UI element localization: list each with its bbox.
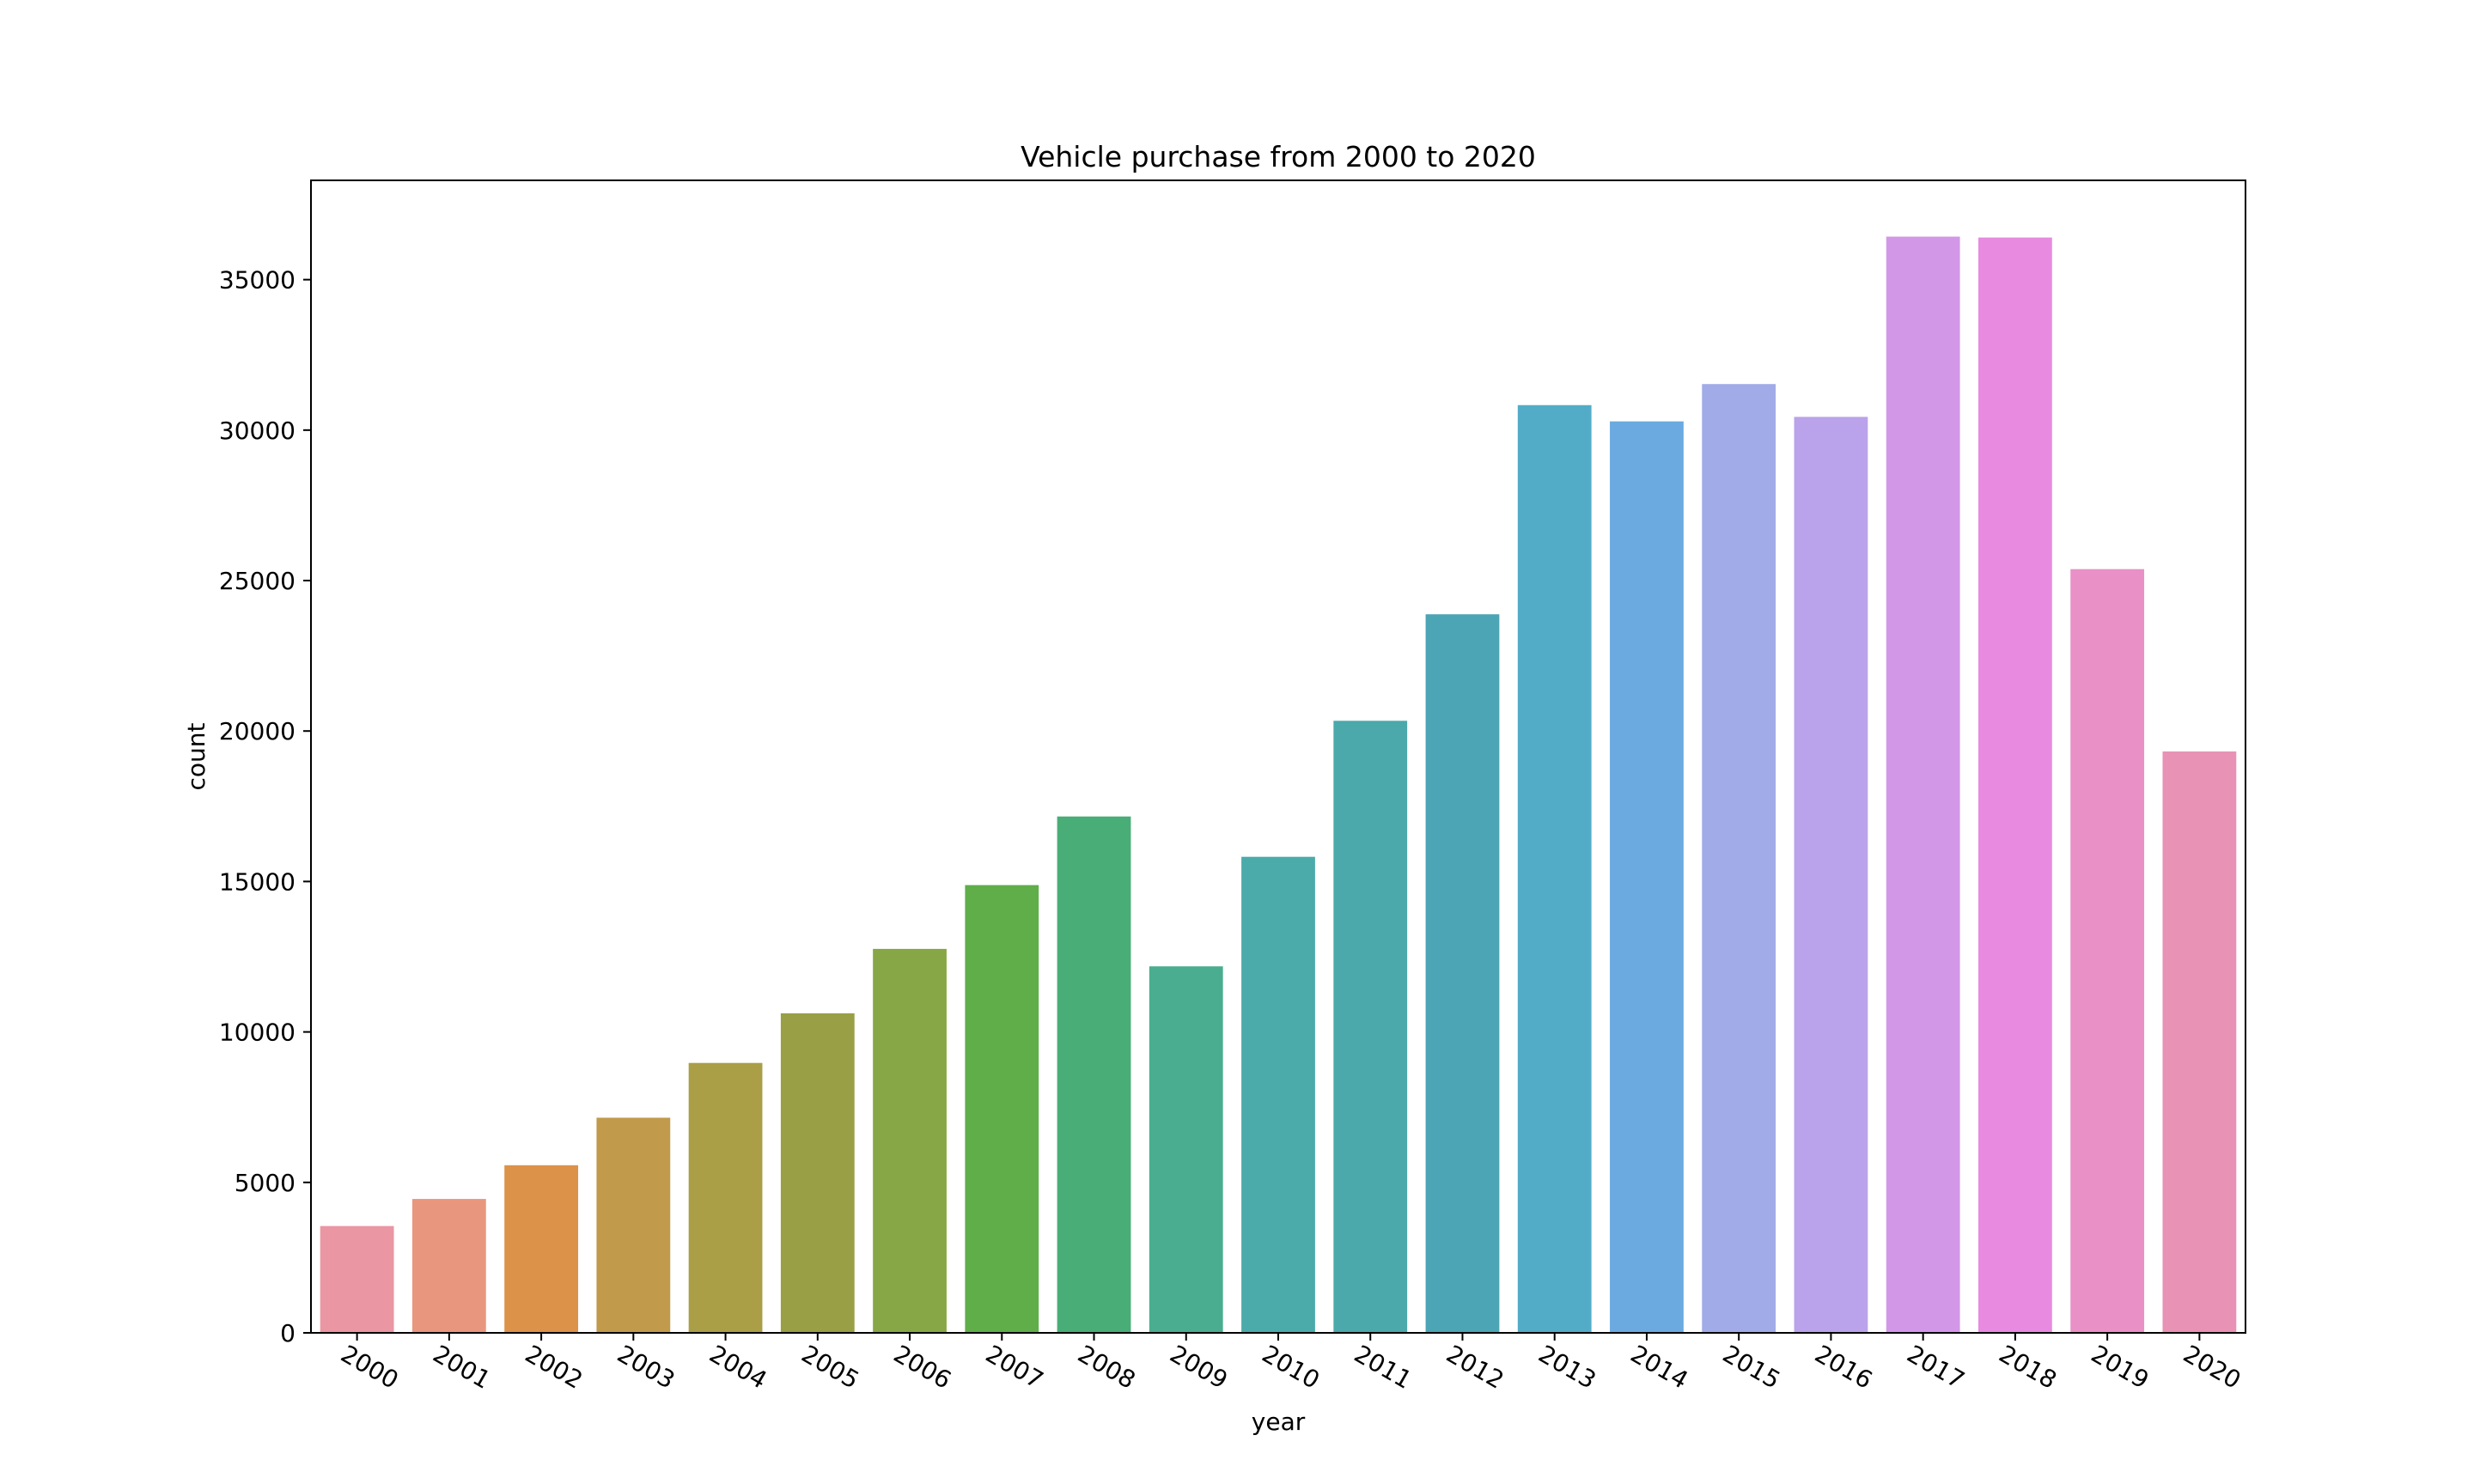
x-tick-label: 2016 — [1810, 1340, 1877, 1395]
x-tick-label: 2019 — [2087, 1340, 2154, 1395]
bar-2007 — [965, 885, 1039, 1333]
x-tick-label: 2004 — [704, 1340, 771, 1395]
x-tick-label: 2012 — [1441, 1340, 1508, 1395]
y-tick-label: 25000 — [219, 567, 296, 595]
x-tick-label: 2020 — [2178, 1340, 2245, 1395]
y-tick-label: 30000 — [219, 417, 296, 445]
chart-title: Vehicle purchase from 2000 to 2020 — [1021, 140, 1536, 173]
bar-2008 — [1057, 816, 1131, 1333]
y-tick-label: 20000 — [219, 717, 296, 745]
y-tick-label: 0 — [280, 1319, 296, 1347]
y-tick-label: 5000 — [235, 1169, 296, 1197]
bar-2004 — [688, 1062, 763, 1333]
bar-2005 — [780, 1013, 855, 1333]
x-tick-label: 2006 — [889, 1340, 956, 1395]
bars — [320, 236, 2237, 1334]
bar-2010 — [1241, 856, 1315, 1333]
y-axis-label: count — [182, 722, 210, 790]
bar-2002 — [504, 1165, 578, 1333]
x-tick-label: 2001 — [428, 1340, 495, 1395]
bar-2006 — [873, 948, 947, 1333]
bar-2015 — [1702, 384, 1776, 1334]
x-tick-label: 2015 — [1718, 1340, 1785, 1395]
x-tick-label: 2002 — [521, 1340, 588, 1395]
bar-2014 — [1610, 421, 1684, 1333]
x-axis-label: year — [1252, 1408, 1306, 1436]
bar-2016 — [1794, 417, 1868, 1333]
x-tick-label: 2008 — [1073, 1340, 1140, 1395]
bar-2011 — [1333, 721, 1408, 1333]
x-tick-label: 2017 — [1902, 1340, 1969, 1395]
x-tick-label: 2014 — [1626, 1340, 1693, 1395]
y-axis: 0 5000 10000 15000 20000 25000 30000 35000 — [219, 266, 311, 1347]
bar-2017 — [1886, 236, 1960, 1334]
bar-2019 — [2070, 569, 2145, 1333]
bar-2000 — [320, 1226, 394, 1333]
bar-2001 — [411, 1199, 486, 1333]
bar-2018 — [1978, 237, 2052, 1333]
bar-2003 — [596, 1117, 671, 1333]
x-tick-label: 2009 — [1165, 1340, 1232, 1395]
bar-2020 — [2162, 751, 2237, 1333]
x-tick-label: 2013 — [1533, 1340, 1600, 1395]
x-tick-label: 2018 — [1995, 1340, 2062, 1395]
x-tick-label: 2007 — [981, 1340, 1048, 1395]
bar-2012 — [1425, 614, 1500, 1333]
y-tick-label: 10000 — [219, 1019, 296, 1047]
x-axis: 2000 2001 2002 2003 2004 2005 2006 2007 2008 2009… — [336, 1333, 2245, 1395]
bar-2013 — [1517, 404, 1592, 1333]
bar-2009 — [1149, 966, 1223, 1333]
x-tick-label: 2003 — [612, 1340, 679, 1395]
x-tick-label: 2010 — [1258, 1340, 1325, 1395]
y-tick-label: 35000 — [219, 266, 296, 295]
x-tick-label: 2000 — [336, 1340, 403, 1395]
x-tick-label: 2011 — [1350, 1340, 1417, 1395]
y-tick-label: 15000 — [219, 867, 296, 896]
x-tick-label: 2005 — [796, 1340, 863, 1395]
